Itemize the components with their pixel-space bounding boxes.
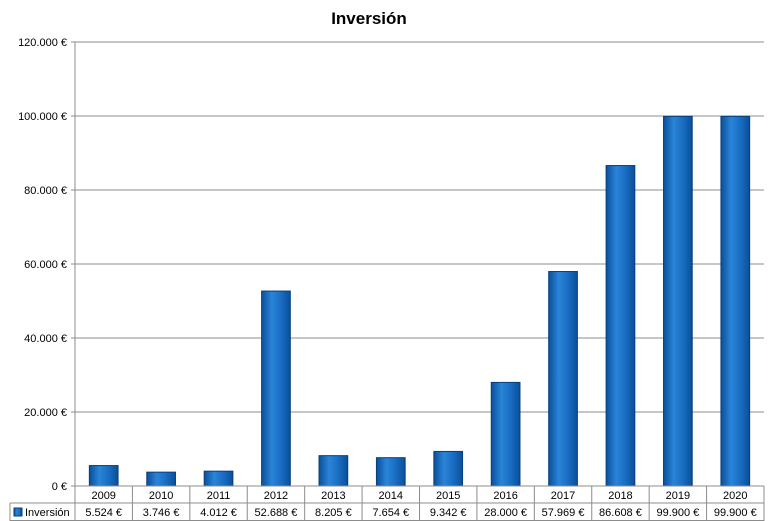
x-category-label: 2012 (264, 490, 288, 502)
chart-title: Inversión (331, 9, 407, 28)
y-tick-label: 40.000 € (24, 333, 67, 345)
bar (375, 457, 406, 487)
data-table-value: 4.012 € (200, 507, 237, 519)
bar (548, 271, 578, 487)
bar (433, 450, 464, 487)
data-table-value: 28.000 € (484, 507, 527, 519)
x-category-label: 2010 (149, 490, 173, 502)
bar (261, 290, 291, 487)
data-table-value: 99.900 € (714, 507, 757, 519)
y-axis: 0 € 20.000 € 40.000 € 60.000 € 80.000 € 100.0… (18, 37, 76, 493)
gridlines (75, 41, 764, 487)
data-table-value: 99.900 € (656, 507, 699, 519)
bars (88, 115, 751, 487)
bar (318, 455, 349, 487)
legend-swatch (13, 507, 23, 517)
data-table-value: 8.205 € (315, 507, 352, 519)
y-tick-label: 80.000 € (24, 185, 67, 197)
x-category-label: 2019 (666, 490, 690, 502)
y-tick-label: 20.000 € (24, 407, 67, 419)
x-category-label: 2014 (379, 490, 403, 502)
bar (203, 470, 234, 487)
data-table: 2009 2010 2011 2012 2013 2014 2015 2016 2017 2018… (9, 485, 765, 521)
y-tick-label: 120.000 € (18, 37, 67, 49)
data-table-value: 7.654 € (372, 507, 409, 519)
x-category-label: 2013 (321, 490, 345, 502)
bar (720, 115, 751, 487)
bar (490, 381, 521, 487)
bar (88, 465, 119, 487)
bar (146, 471, 176, 487)
y-tick-label: 60.000 € (24, 259, 67, 271)
x-category-label: 2016 (493, 490, 517, 502)
data-table-value: 9.342 € (430, 507, 467, 519)
data-table-value: 57.969 € (542, 507, 585, 519)
data-table-value: 5.524 € (85, 507, 122, 519)
x-category-label: 2018 (608, 490, 632, 502)
x-category-label: 2015 (436, 490, 460, 502)
x-category-label: 2017 (551, 490, 575, 502)
bar (663, 115, 693, 487)
data-table-value: 52.688 € (255, 507, 298, 519)
y-tick-label: 0 € (52, 481, 67, 493)
x-category-label: 2011 (207, 490, 231, 502)
y-tick-label: 100.000 € (18, 111, 67, 123)
legend-series-label: Inversión (25, 507, 70, 519)
data-table-value: 3.746 € (143, 507, 180, 519)
x-category-label: 2020 (723, 490, 747, 502)
data-table-value: 86.608 € (599, 507, 642, 519)
bar (605, 165, 636, 487)
x-category-label: 2009 (91, 490, 115, 502)
